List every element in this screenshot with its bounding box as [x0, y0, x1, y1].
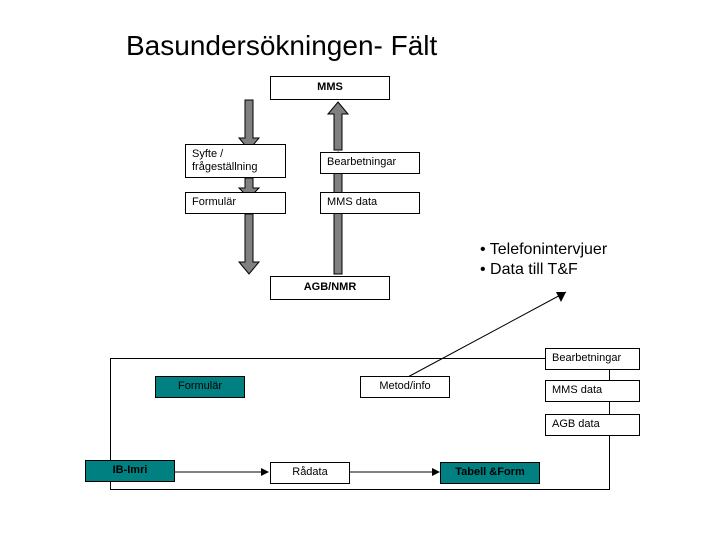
arrow-up-right: [326, 100, 350, 152]
node-mms: MMS: [270, 76, 390, 100]
node-formular: Formulär: [185, 192, 286, 214]
arrow-down-to-agb: [237, 214, 261, 276]
node-radata: Rådata: [270, 462, 350, 484]
arrow-ibimri-radata: [175, 466, 271, 478]
node-bearbetningar2: Bearbetningar: [545, 348, 640, 370]
node-tabell-form: Tabell &Form: [440, 462, 540, 484]
node-ib-imri: IB-Imri: [85, 460, 175, 482]
node-metod-info: Metod/info: [360, 376, 450, 398]
node-agb-data: AGB data: [545, 414, 640, 436]
node-agb-nmr: AGB/NMR: [270, 276, 390, 300]
node-mms-data: MMS data: [320, 192, 420, 214]
bullet-list: • Telefonintervjuer • Data till T&F: [480, 240, 607, 280]
page-title: Basundersökningen- Fält: [126, 30, 437, 62]
node-syfte: Syfte / frågeställning: [185, 144, 286, 178]
bullet-1: • Telefonintervjuer: [480, 240, 607, 260]
node-bearbetningar: Bearbetningar: [320, 152, 420, 174]
arrow-radata-tabell: [350, 466, 442, 478]
node-mms-data2: MMS data: [545, 380, 640, 402]
bullet-2: • Data till T&F: [480, 260, 607, 280]
node-formular2: Formulär: [155, 376, 245, 398]
